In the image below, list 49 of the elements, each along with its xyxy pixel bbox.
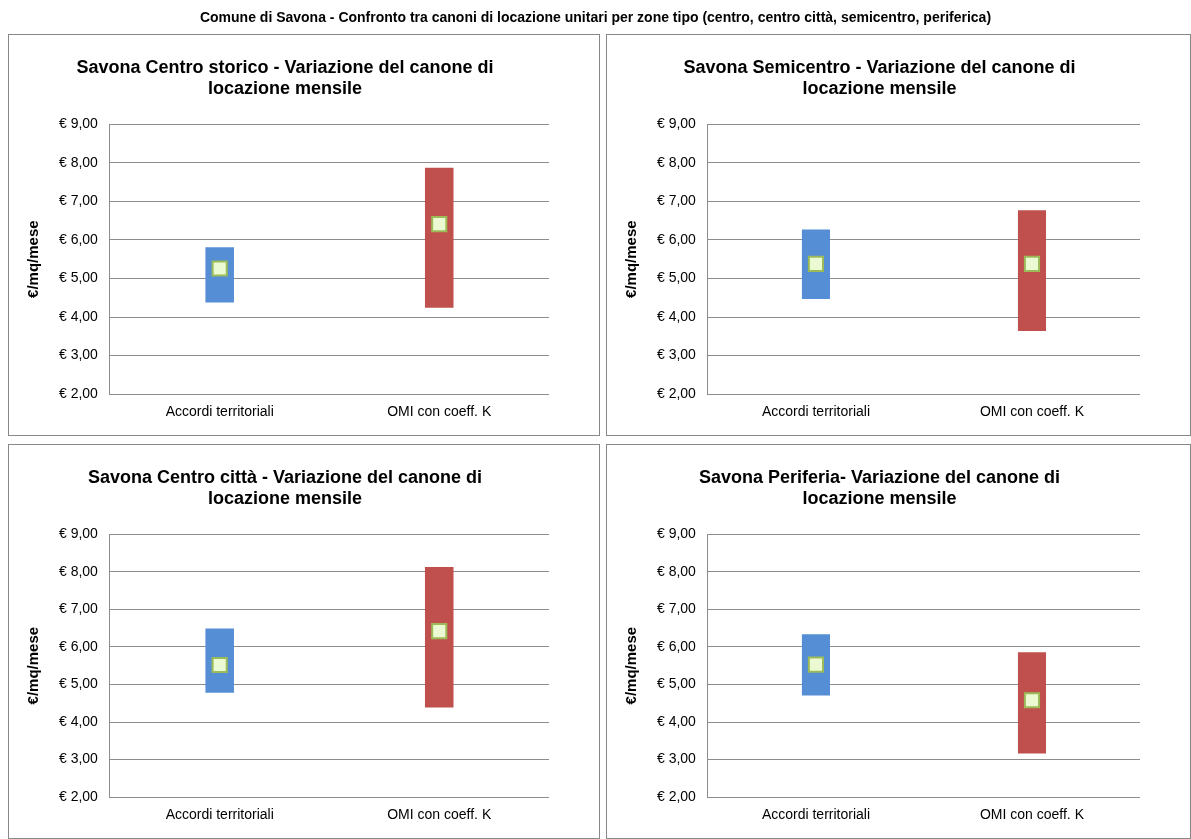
y-tick-label: € 6,00 [58, 637, 99, 654]
chart-title: Savona Centro città - Variazione del canone di locazione mensile [87, 466, 483, 509]
y-tick-label: € 5,00 [656, 269, 697, 286]
x-tick-label: OMI con coeff. K [979, 403, 1085, 420]
y-tick-label: € 4,00 [656, 307, 697, 324]
y-axis-title: €/mq/mese [24, 220, 42, 298]
y-tick-label: € 6,00 [656, 637, 697, 654]
y-tick-label: € 9,00 [58, 115, 99, 132]
chart-title: Savona Periferia- Variazione del canone di locazione mensile [698, 466, 1061, 509]
x-tick-label: OMI con coeff. K [387, 403, 492, 420]
y-tick-label: € 2,00 [58, 385, 99, 402]
y-tick-label: € 8,00 [58, 562, 99, 579]
chart-title: Savona Centro storico - Variazione del canone di locazione mensile [76, 56, 494, 99]
x-tick-label: OMI con coeff. K [979, 806, 1085, 823]
x-tick-label: Accordi territoriali [761, 403, 871, 420]
y-tick-label: € 9,00 [656, 525, 697, 542]
y-axis-title: €/mq/mese [622, 626, 640, 705]
chart-title: Savona Semicentro - Variazione del canone di locazione mensile [683, 56, 1076, 99]
y-tick-label: € 8,00 [58, 153, 99, 170]
y-tick-label: € 2,00 [58, 788, 99, 805]
y-tick-label: € 9,00 [58, 525, 99, 542]
y-tick-label: € 6,00 [58, 230, 99, 247]
y-tick-label: € 3,00 [58, 346, 99, 363]
x-tick-label: Accordi territoriali [165, 403, 274, 420]
y-tick-label: € 5,00 [58, 675, 99, 692]
x-tick-label: Accordi territoriali [165, 806, 274, 823]
y-tick-label: € 7,00 [58, 192, 99, 209]
y-axis-title: €/mq/mese [622, 220, 640, 298]
y-tick-label: € 8,00 [656, 562, 697, 579]
y-tick-label: € 4,00 [58, 712, 99, 729]
y-tick-label: € 7,00 [58, 600, 99, 617]
y-tick-label: € 5,00 [656, 675, 697, 692]
y-tick-label: € 3,00 [656, 750, 697, 767]
y-tick-label: € 9,00 [656, 115, 697, 132]
y-tick-label: € 7,00 [656, 600, 697, 617]
y-tick-label: € 8,00 [656, 153, 697, 170]
y-tick-label: € 6,00 [656, 230, 697, 247]
y-tick-label: € 5,00 [58, 269, 99, 286]
y-tick-label: € 4,00 [656, 712, 697, 729]
x-tick-label: Accordi territoriali [761, 806, 871, 823]
y-tick-label: € 4,00 [58, 307, 99, 324]
y-axis-title: €/mq/mese [24, 626, 42, 705]
y-tick-label: € 3,00 [656, 346, 697, 363]
y-tick-label: € 7,00 [656, 192, 697, 209]
x-tick-label: OMI con coeff. K [387, 806, 492, 823]
text: Comune di Savona - Confronto tra canoni di locazione unitari per zone tipo (centro, centro città, semicentro, periferica) [198, 8, 993, 27]
y-tick-label: € 3,00 [58, 750, 99, 767]
y-tick-label: € 2,00 [656, 385, 697, 402]
y-tick-label: € 2,00 [656, 788, 697, 805]
